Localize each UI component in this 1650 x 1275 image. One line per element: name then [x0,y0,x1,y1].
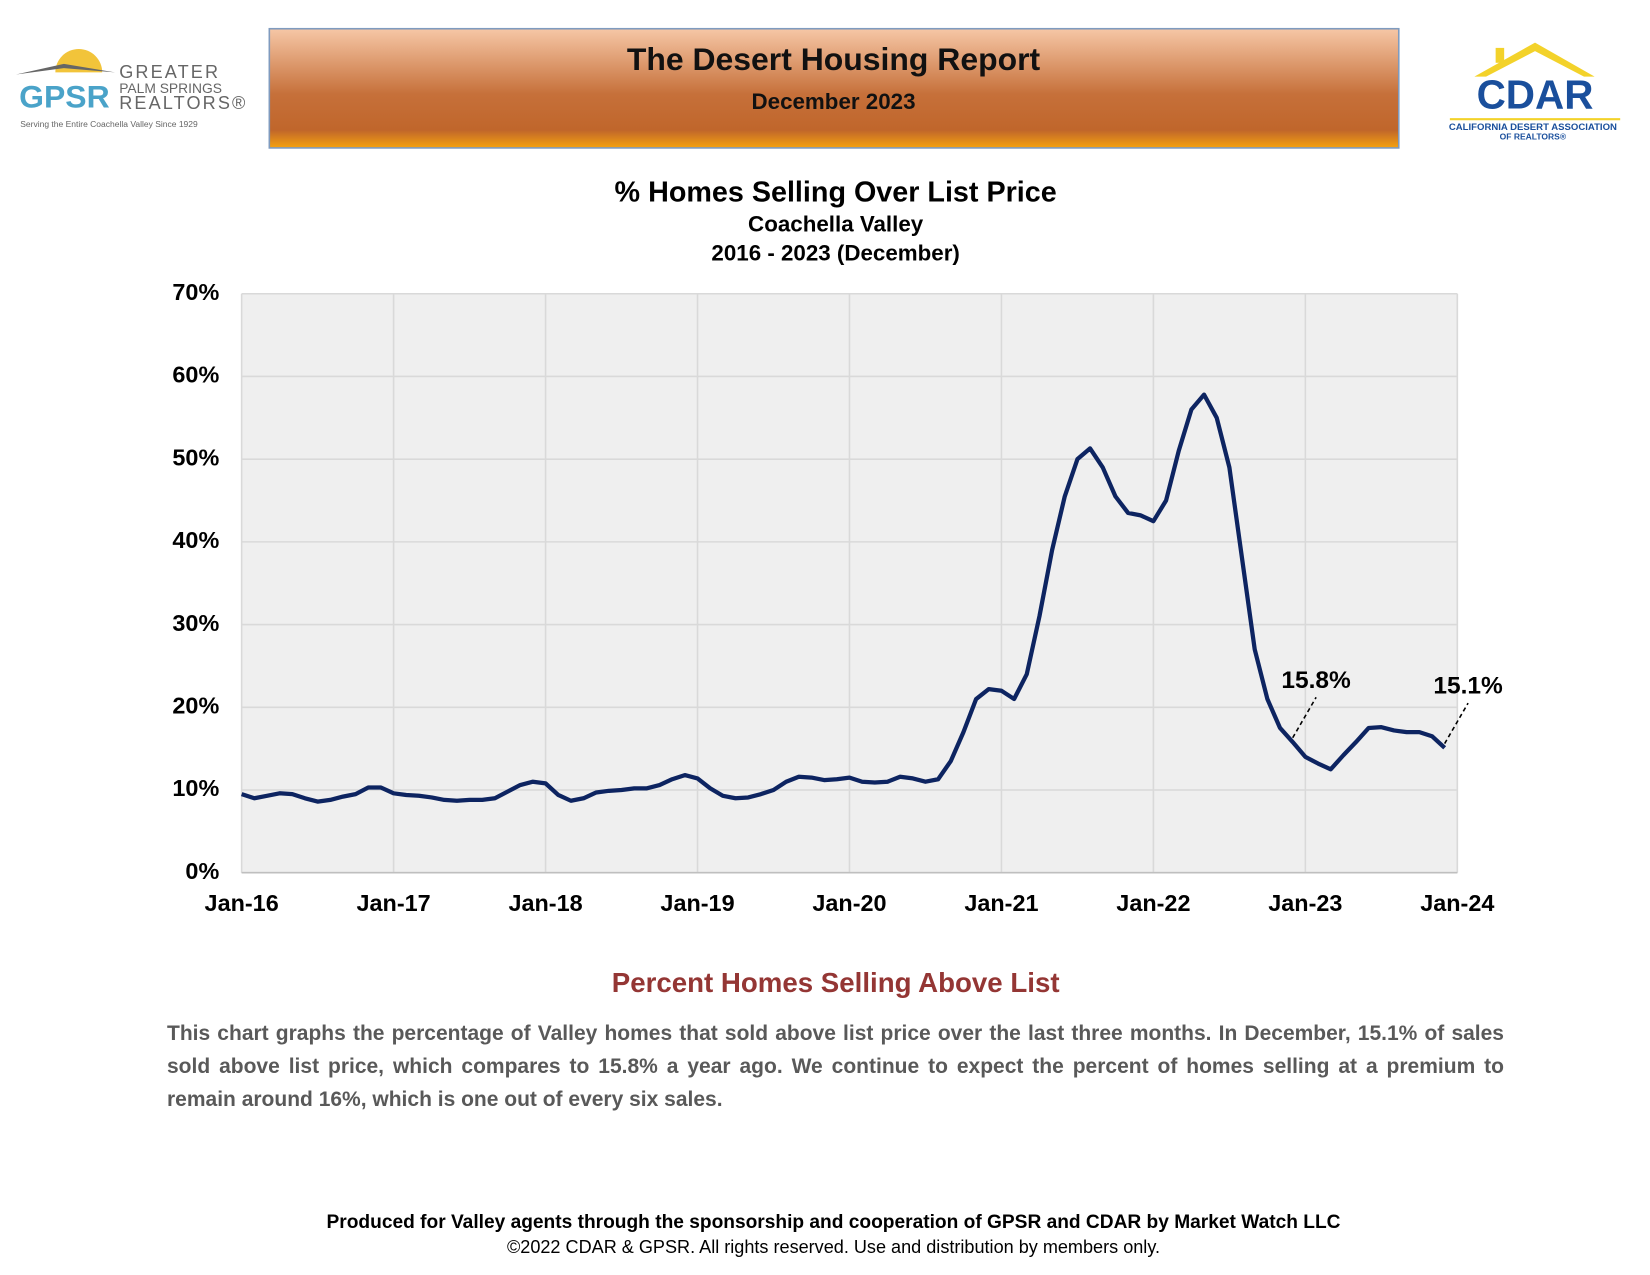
annotation-leader [1443,702,1469,744]
data-line [240,392,1447,804]
cdar-line1: CALIFORNIA DESERT ASSOCIATION [1449,122,1617,133]
cdar-mark: CDAR [1477,72,1594,118]
x-tick-label: Jan-19 [660,890,734,916]
header-subtitle: December 2023 [752,89,916,114]
gpsr-line1: GREATER [119,62,220,82]
x-tick-label: Jan-24 [1420,890,1494,916]
x-tick-label: Jan-23 [1268,890,1342,916]
gpsr-line3: REALTORS® [119,93,247,113]
cdar-logo: CDAR CALIFORNIA DESERT ASSOCIATION OF RE… [1449,42,1621,142]
y-tick-label: 40% [172,527,219,553]
annotation-label: 15.8% [1281,667,1351,694]
y-tick-label: 30% [172,610,219,636]
x-tick-label: Jan-17 [357,890,431,916]
gpsr-tagline: Serving the Entire Coachella Valley Sinc… [20,119,198,129]
y-tick-label: 70% [172,279,219,305]
x-tick-label: Jan-16 [205,890,279,916]
section-body: This chart graphs the percentage of Vall… [167,1022,1504,1111]
plot: 0% 10% 20% 30% 40% 50% 60% 70% Jan-16 Jan-17 Jan-1… [172,279,1503,916]
y-tick-label: 0% [185,858,219,884]
gpsr-line2: PALM SPRINGS [119,80,222,96]
gpsr-logo: GPSR GREATER PALM SPRINGS REALTORS® Serv… [15,48,247,129]
y-tick-label: 20% [172,692,219,718]
logo-roof [15,63,115,75]
cdar-line2: OF REALTORS® [1500,132,1567,142]
annotation-label: 15.1% [1433,673,1503,700]
logo-chimney [1495,47,1505,63]
header-title: The Desert Housing Report [627,41,1041,77]
annotation-leader [1292,696,1317,739]
y-tick-label: 60% [172,362,219,388]
footer-copyright: ©2022 CDAR & GPSR. All rights reserved. … [507,1237,1160,1257]
y-tick-label: 50% [172,444,219,470]
x-tick-label: Jan-18 [508,890,582,916]
x-tick-label: Jan-21 [964,890,1038,916]
logo-house [1474,42,1595,77]
x-tick-label: Jan-20 [812,890,886,916]
chart-subtitle: Coachella Valley [748,212,924,237]
y-tick-label: 10% [172,775,219,801]
header-banner [268,27,1400,149]
chart-subtitle: 2016 - 2023 (December) [711,240,959,265]
section-heading: Percent Homes Selling Above List [612,967,1060,998]
gpsr-mark: GPSR [19,78,109,114]
x-tick-label: Jan-22 [1116,890,1190,916]
chart-title: % Homes Selling Over List Price [615,176,1057,208]
footer-credit: Produced for Valley agents through the s… [327,1212,1341,1233]
